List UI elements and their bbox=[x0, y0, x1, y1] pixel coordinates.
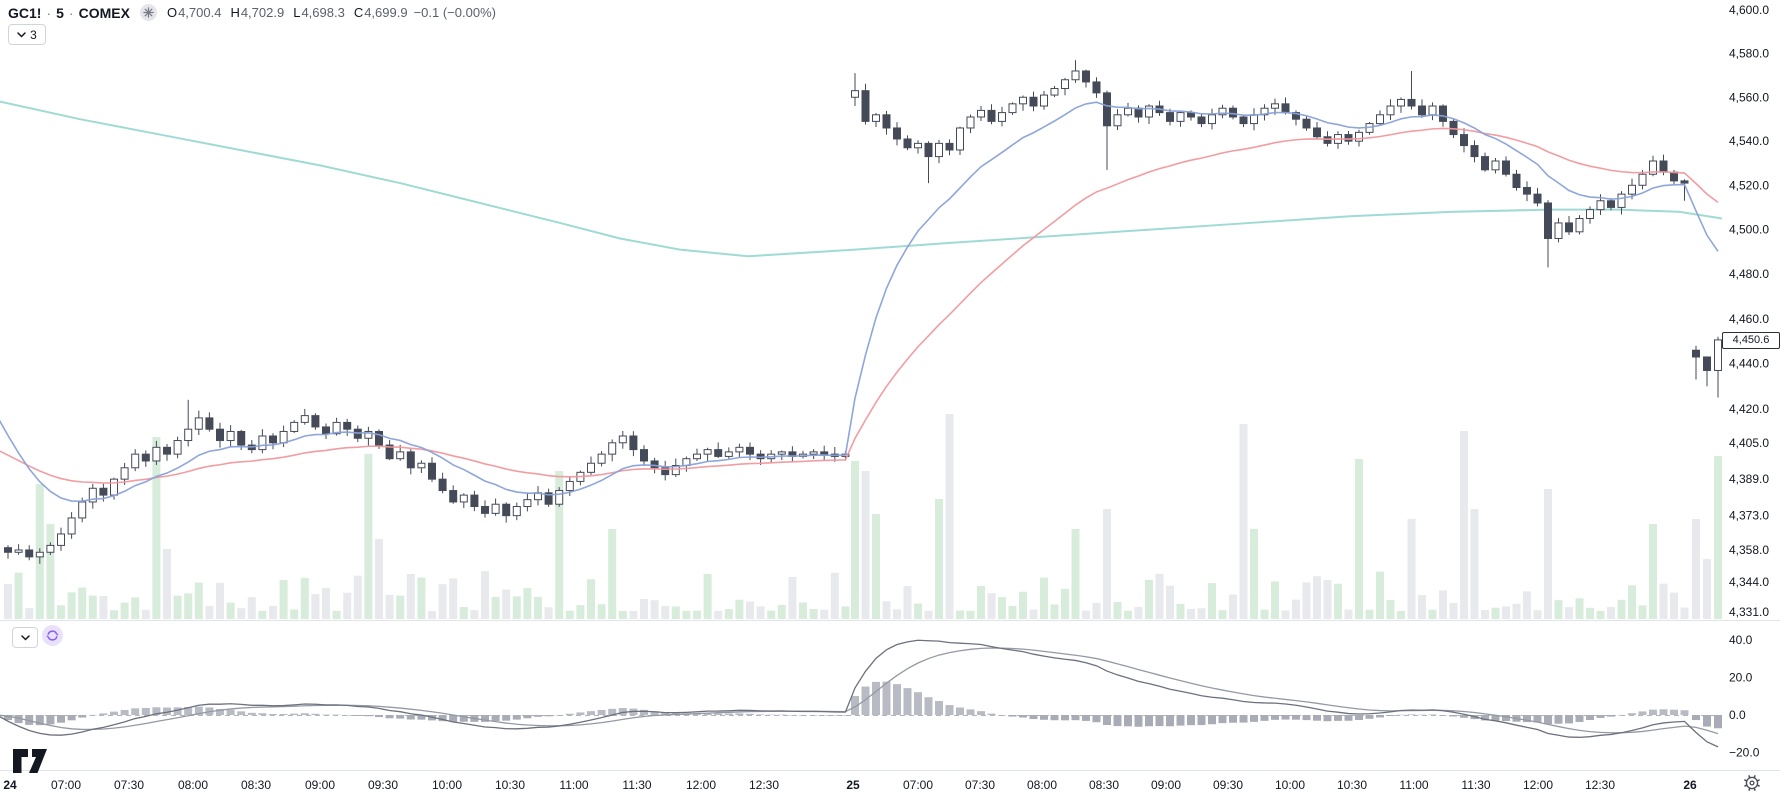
svg-text:26: 26 bbox=[1683, 778, 1697, 792]
svg-text:24: 24 bbox=[3, 778, 17, 792]
svg-text:11:00: 11:00 bbox=[1399, 778, 1428, 792]
svg-text:11:00: 11:00 bbox=[559, 778, 588, 792]
svg-text:07:00: 07:00 bbox=[903, 778, 933, 792]
high-label: H bbox=[230, 5, 240, 20]
svg-text:09:00: 09:00 bbox=[305, 778, 335, 792]
svg-text:4,331.0: 4,331.0 bbox=[1729, 605, 1769, 619]
ohlc-values: O 4,700.4 H 4,702.9 L 4,698.3 C 4,699.9 bbox=[167, 5, 408, 20]
interval-label[interactable]: 5 bbox=[56, 4, 64, 21]
price-axis[interactable] bbox=[1722, 0, 1780, 770]
svg-text:12:00: 12:00 bbox=[686, 778, 716, 792]
separator: · bbox=[68, 4, 74, 21]
symbol-legend: GC1! · 5 · COMEX O 4,700.4 H 4,702.9 L 4,69… bbox=[8, 4, 496, 21]
svg-text:4,389.0: 4,389.0 bbox=[1729, 472, 1769, 486]
svg-text:0.0: 0.0 bbox=[1729, 708, 1746, 722]
market-closed-snowflake-icon[interactable] bbox=[139, 4, 157, 21]
exchange-label[interactable]: COMEX bbox=[78, 4, 130, 21]
svg-text:12:30: 12:30 bbox=[749, 778, 779, 792]
svg-text:08:00: 08:00 bbox=[178, 778, 208, 792]
svg-text:4,600.0: 4,600.0 bbox=[1729, 3, 1769, 17]
svg-text:4,540.0: 4,540.0 bbox=[1729, 134, 1769, 148]
svg-text:12:30: 12:30 bbox=[1585, 778, 1615, 792]
symbol-description[interactable]: GC1! · 5 · COMEX bbox=[8, 5, 130, 21]
svg-text:07:30: 07:30 bbox=[965, 778, 995, 792]
close-value: 4,699.9 bbox=[364, 5, 408, 20]
svg-text:4,560.0: 4,560.0 bbox=[1729, 90, 1769, 104]
svg-text:09:00: 09:00 bbox=[1151, 778, 1181, 792]
hidden-indicators-count: 3 bbox=[30, 27, 37, 42]
svg-text:25: 25 bbox=[846, 778, 860, 792]
svg-text:11:30: 11:30 bbox=[1461, 778, 1490, 792]
svg-text:4,405.0: 4,405.0 bbox=[1729, 436, 1769, 450]
svg-text:10:30: 10:30 bbox=[495, 778, 525, 792]
svg-text:4,480.0: 4,480.0 bbox=[1729, 267, 1769, 281]
svg-text:4,420.0: 4,420.0 bbox=[1729, 402, 1769, 416]
high-value: 4,702.9 bbox=[240, 5, 285, 20]
low-label: L bbox=[293, 5, 301, 20]
chevron-down-icon bbox=[20, 634, 30, 641]
change-value: −0.1 (−0.00%) bbox=[413, 5, 496, 20]
svg-text:20.0: 20.0 bbox=[1729, 671, 1753, 685]
open-value: 4,700.4 bbox=[178, 5, 222, 20]
svg-text:07:00: 07:00 bbox=[51, 778, 81, 792]
separator: · bbox=[46, 4, 52, 21]
svg-text:12:00: 12:00 bbox=[1523, 778, 1553, 792]
last-price-label: 4,450.6 bbox=[1722, 331, 1780, 349]
svg-text:4,460.0: 4,460.0 bbox=[1729, 312, 1769, 326]
svg-text:4,440.0: 4,440.0 bbox=[1729, 357, 1769, 371]
low-value: 4,698.3 bbox=[301, 5, 345, 20]
svg-text:07:30: 07:30 bbox=[114, 778, 144, 792]
svg-text:4,520.0: 4,520.0 bbox=[1729, 178, 1769, 192]
svg-text:10:00: 10:00 bbox=[1275, 778, 1305, 792]
svg-text:4,373.0: 4,373.0 bbox=[1729, 509, 1769, 523]
svg-text:09:30: 09:30 bbox=[1213, 778, 1243, 792]
close-label: C bbox=[353, 5, 364, 20]
symbol-name[interactable]: GC1! bbox=[8, 4, 42, 21]
svg-text:4,580.0: 4,580.0 bbox=[1729, 47, 1769, 61]
svg-text:09:30: 09:30 bbox=[368, 778, 398, 792]
svg-text:08:00: 08:00 bbox=[1027, 778, 1057, 792]
open-label: O bbox=[166, 5, 178, 20]
gear-icon[interactable] bbox=[1744, 775, 1760, 791]
chevron-down-icon bbox=[17, 31, 26, 38]
svg-text:40.0: 40.0 bbox=[1729, 633, 1753, 647]
time-axis[interactable] bbox=[0, 771, 1780, 795]
tradingview-logo[interactable] bbox=[12, 748, 50, 779]
svg-text:08:30: 08:30 bbox=[1089, 778, 1119, 792]
svg-text:−20.0: −20.0 bbox=[1729, 746, 1760, 760]
indicator-sync-icon[interactable] bbox=[42, 625, 63, 646]
pane-collapse-button[interactable] bbox=[12, 627, 38, 648]
svg-text:11:30: 11:30 bbox=[622, 778, 651, 792]
svg-text:10:00: 10:00 bbox=[432, 778, 462, 792]
svg-text:08:30: 08:30 bbox=[241, 778, 271, 792]
svg-text:4,344.0: 4,344.0 bbox=[1729, 575, 1769, 589]
legend-collapse-button[interactable]: 3 bbox=[8, 24, 46, 45]
svg-text:4,358.0: 4,358.0 bbox=[1729, 543, 1769, 557]
svg-text:4,500.0: 4,500.0 bbox=[1729, 223, 1769, 237]
svg-text:10:30: 10:30 bbox=[1337, 778, 1367, 792]
